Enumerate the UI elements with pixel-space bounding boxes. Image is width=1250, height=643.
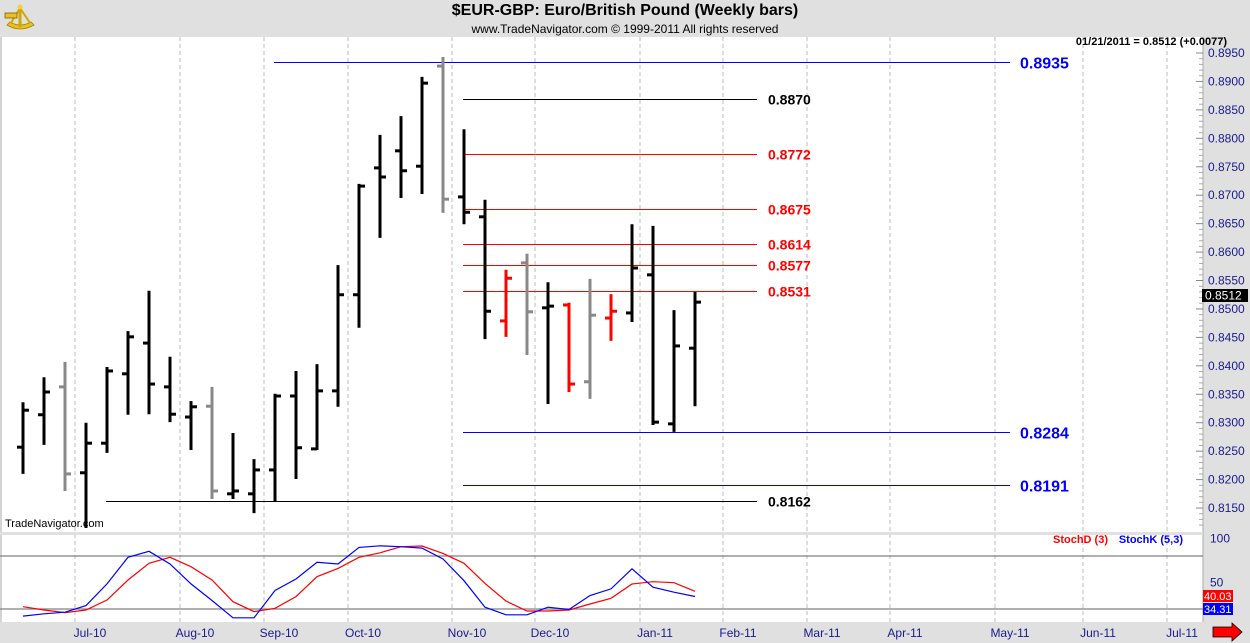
level-label: 0.8935 xyxy=(1020,56,1069,73)
level-label: 0.8191 xyxy=(1020,479,1069,496)
y-tick-label: 0.8450 xyxy=(1208,330,1245,344)
y-tick-label: 0.8350 xyxy=(1208,387,1245,401)
sextant-icon xyxy=(4,4,35,30)
stochd-value-box xyxy=(1203,590,1233,602)
x-tick-label: Apr-11 xyxy=(887,626,922,640)
level-label: 0.8675 xyxy=(768,202,811,218)
x-tick-label: Dec-10 xyxy=(531,626,570,640)
scroll-right-arrow-icon[interactable] xyxy=(1212,622,1243,642)
ohlc-bar xyxy=(206,386,218,499)
ohlc-bar xyxy=(479,199,491,340)
y-tick-label: 0.8150 xyxy=(1208,501,1245,515)
ohlc-bar xyxy=(290,370,302,480)
y-tick-label: 0.8850 xyxy=(1208,103,1245,117)
y-tick-label: 0.8800 xyxy=(1208,131,1245,145)
stochd-value: 40.03 xyxy=(1204,591,1232,603)
ohlc-bar xyxy=(59,361,71,491)
ohlc-bar xyxy=(38,377,50,445)
y-tick-label: 0.8700 xyxy=(1208,188,1245,202)
stoch-tick-label: 100 xyxy=(1210,531,1230,545)
y-tick-label: 0.8200 xyxy=(1208,473,1245,487)
stochd-legend: StochD (3) xyxy=(1053,534,1108,546)
level-label: 0.8870 xyxy=(768,92,811,108)
y-tick-label: 0.8900 xyxy=(1208,74,1245,88)
ohlc-bar xyxy=(143,290,155,415)
y-tick-label: 0.8650 xyxy=(1208,217,1245,231)
x-tick-label: Jan-11 xyxy=(637,626,673,640)
ohlc-bar xyxy=(374,134,386,238)
x-tick-label: Aug-10 xyxy=(176,626,215,640)
ohlc-bar xyxy=(416,76,428,195)
ohlc-bar xyxy=(101,366,113,453)
y-tick-label: 0.8250 xyxy=(1208,444,1245,458)
level-label: 0.8614 xyxy=(768,237,811,253)
chart-header xyxy=(0,0,1250,37)
x-tick-label: Nov-10 xyxy=(448,626,487,640)
x-tick-label: Jul-10 xyxy=(74,626,107,640)
price-readout: 01/21/2011 = 0.8512 (+0.0077) xyxy=(1076,36,1227,48)
ohlc-bar xyxy=(185,401,197,451)
stochk-value: 34.31 xyxy=(1204,604,1232,616)
level-label: 0.8577 xyxy=(768,258,811,274)
ohlc-bar xyxy=(332,265,344,407)
stochk-line xyxy=(22,545,696,619)
ohlc-bar xyxy=(458,129,470,225)
y-tick-label: 0.8950 xyxy=(1208,46,1245,60)
y-tick-label: 0.8750 xyxy=(1208,160,1245,174)
level-label: 0.8531 xyxy=(768,284,811,300)
ohlc-bar xyxy=(626,224,638,323)
level-label: 0.8284 xyxy=(1020,426,1069,443)
copyright-text: www.TradeNavigator.com © 1999-2011 All r… xyxy=(471,22,779,36)
ohlc-bar xyxy=(437,56,449,213)
y-tick-label: 0.8500 xyxy=(1208,302,1245,316)
stochd-line xyxy=(22,545,696,614)
stoch-tick-label: 50 xyxy=(1210,576,1224,590)
level-label: 0.8772 xyxy=(768,147,811,163)
ohlc-bar xyxy=(227,432,239,499)
main-plot-area xyxy=(0,37,1203,532)
x-tick-label: Mar-11 xyxy=(803,626,840,640)
y-tick-label: 0.8400 xyxy=(1208,359,1245,373)
ohlc-bar xyxy=(605,294,617,341)
ohlc-bar xyxy=(563,302,575,393)
x-tick-label: Feb-11 xyxy=(719,626,756,640)
stoch-plot-area xyxy=(0,535,1203,622)
ohlc-bar xyxy=(521,253,533,356)
x-tick-label: Sep-10 xyxy=(260,626,299,640)
x-tick-label: Oct-10 xyxy=(345,626,381,640)
panel-separator xyxy=(0,532,1203,535)
ohlc-bar xyxy=(164,356,176,423)
stochk-value-box xyxy=(1203,603,1233,615)
ohlc-bar xyxy=(584,278,596,399)
last-price-label: 0.8512 xyxy=(1205,289,1242,303)
ohlc-bar xyxy=(311,364,323,451)
ohlc-bar xyxy=(353,183,365,328)
y-tick-label: 0.8600 xyxy=(1208,245,1245,259)
x-tick-label: Jun-11 xyxy=(1080,626,1116,640)
ohlc-bar xyxy=(542,282,554,404)
x-tick-label: Jul-11 xyxy=(1166,626,1198,640)
ohlc-bar xyxy=(122,331,134,415)
y-tick-label: 0.8300 xyxy=(1208,416,1245,430)
ohlc-bar xyxy=(17,402,29,474)
chart-title: $EUR-GBP: Euro/British Pound (Weekly bar… xyxy=(451,2,799,19)
ohlc-bar xyxy=(500,269,512,337)
ohlc-bar xyxy=(395,116,407,199)
ohlc-bar xyxy=(80,422,92,528)
level-label: 0.8162 xyxy=(768,494,811,510)
y-tick-label: 0.8550 xyxy=(1208,274,1245,288)
ohlc-bar xyxy=(248,459,260,514)
stochk-legend: StochK (5,3) xyxy=(1119,534,1184,546)
ohlc-bar xyxy=(647,225,659,425)
x-tick-label: May-11 xyxy=(990,626,1029,640)
watermark: TradeNavigator.com xyxy=(5,518,104,530)
ohlc-bar xyxy=(668,310,680,432)
ohlc-bar xyxy=(689,291,701,407)
ohlc-bar xyxy=(269,393,281,502)
last-price-box xyxy=(1202,289,1248,302)
